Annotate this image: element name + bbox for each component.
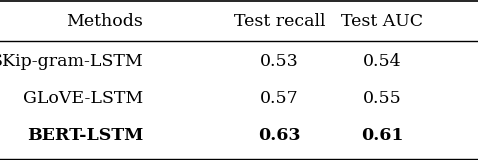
Text: SKip-gram-LSTM: SKip-gram-LSTM	[0, 53, 143, 70]
Text: 0.57: 0.57	[260, 90, 299, 107]
Text: 0.54: 0.54	[363, 53, 402, 70]
Text: Methods: Methods	[66, 13, 143, 30]
Text: Test recall: Test recall	[234, 13, 326, 30]
Text: 0.53: 0.53	[260, 53, 299, 70]
Text: Test AUC: Test AUC	[341, 13, 424, 30]
Text: 0.55: 0.55	[363, 90, 402, 107]
Text: BERT-LSTM: BERT-LSTM	[27, 127, 143, 144]
Text: GLoVE-LSTM: GLoVE-LSTM	[23, 90, 143, 107]
Text: 0.63: 0.63	[259, 127, 301, 144]
Text: 0.61: 0.61	[361, 127, 403, 144]
